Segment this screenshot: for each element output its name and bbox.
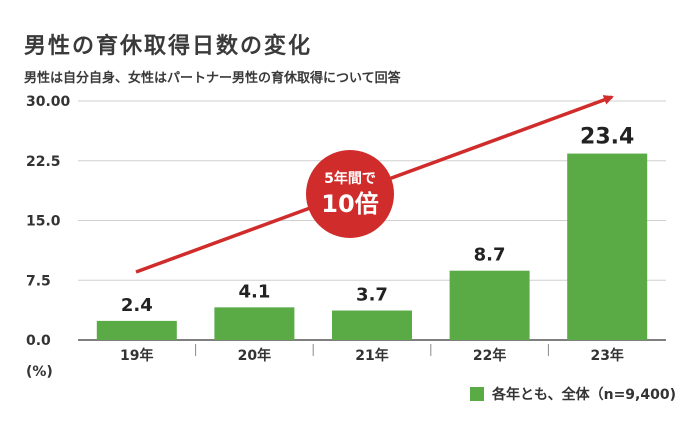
y-tick-label: 7.5 [26,273,51,289]
annotation-line1: 5年間で [324,170,376,187]
y-tick-label: 30.00 [26,94,71,110]
bar [332,310,412,340]
chart-subtitle: 男性は自分自身、女性はパートナー男性の育休取得について回答 [24,71,401,86]
legend-label: 各年とも、全体（n=9,400) [492,387,676,403]
bar [449,270,530,340]
x-tick-label: 22年 [473,347,506,364]
y-tick-label: 0.0 [26,333,51,349]
chart-title: 男性の育休取得日数の変化 [24,34,313,59]
data-label: 4.1 [238,281,270,302]
data-label: 8.7 [474,245,506,266]
y-unit-label: (%) [26,364,53,380]
data-label: 2.4 [121,295,153,316]
legend-swatch [470,387,485,401]
y-tick-label: 22.5 [26,154,61,170]
bar [214,307,295,340]
x-tick-label: 19年 [120,347,153,364]
annotation-line2: 10倍 [321,190,378,218]
y-tick-label: 15.0 [26,214,61,230]
chart-legend: 各年とも、全体（n=9,400) [470,384,676,404]
data-label: 23.4 [580,125,634,150]
data-label: 3.7 [356,285,388,306]
x-tick-label: 21年 [355,347,388,364]
x-tick-label: 20年 [238,347,271,364]
x-tick-label: 23年 [590,347,623,364]
bar [567,153,648,340]
annotation-badge [306,150,394,238]
bar [96,320,177,340]
